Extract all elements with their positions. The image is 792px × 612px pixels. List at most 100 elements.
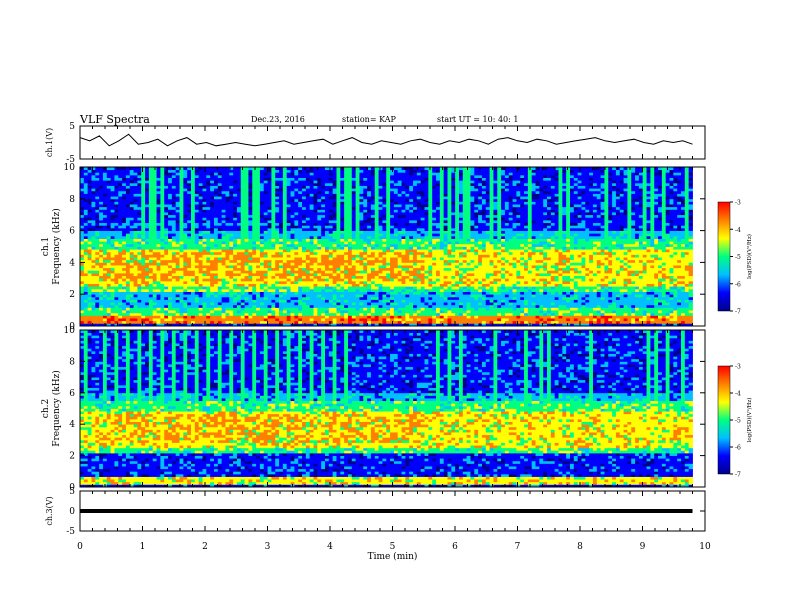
spectrogram-cell (203, 305, 207, 308)
spectrogram-cell (225, 239, 229, 242)
spectrogram-cell (268, 241, 272, 244)
spectrogram-cell (149, 188, 153, 191)
spectrogram-cell (145, 310, 149, 313)
spectrogram-cell (302, 180, 306, 183)
spectrogram-cell (256, 241, 260, 244)
spectrogram-cell (264, 212, 268, 215)
spectrogram-cell (325, 233, 329, 236)
spectrogram-cell (302, 281, 306, 284)
spectrogram-cell (359, 284, 363, 287)
spectrogram-cell (222, 244, 226, 247)
spectrogram-cell (390, 194, 394, 197)
spectrogram-cell (111, 273, 115, 276)
spectrogram-cell (160, 215, 164, 218)
spectrogram-cell (287, 305, 291, 308)
spectrogram-cell (160, 300, 164, 303)
spectrogram-cell (183, 201, 187, 204)
spectrogram-cell (375, 315, 379, 318)
spectrogram-cell (291, 257, 295, 260)
spectrogram-cell (99, 209, 103, 212)
spectrogram-cell (210, 318, 214, 321)
spectrogram-cell (149, 170, 153, 173)
spectrogram-cell (329, 194, 333, 197)
spectrogram-cell (260, 305, 264, 308)
spectrogram-cell (80, 310, 84, 313)
spectrogram-cell (180, 302, 184, 305)
spectrogram-cell (302, 196, 306, 199)
spectrogram-cell (291, 286, 295, 289)
spectrogram-cell (126, 270, 130, 273)
spectrogram-cell (294, 183, 298, 186)
spectrogram-cell (248, 199, 252, 202)
spectrogram-cell (126, 178, 130, 181)
spectrogram-cell (245, 183, 249, 186)
spectrogram-cell (99, 183, 103, 186)
spectrogram-cell (176, 204, 180, 207)
spectrogram-cell (99, 262, 103, 265)
spectrogram-cell (111, 199, 115, 202)
spectrogram-cell (210, 215, 214, 218)
spectrogram-cell (352, 207, 356, 210)
spectrogram-cell (340, 217, 344, 220)
spectrogram-cell (310, 217, 314, 220)
spectrogram-cell (344, 257, 348, 260)
spectrogram-cell (88, 191, 92, 194)
spectrogram-cell (84, 257, 88, 260)
spectrogram-cell (390, 297, 394, 300)
spectrogram-cell (206, 186, 210, 189)
spectrogram-cell (275, 292, 279, 295)
spectrogram-cell (114, 281, 118, 284)
spectrogram-cell (359, 297, 363, 300)
spectrogram-cell (245, 170, 249, 173)
spectrogram-cell (164, 247, 168, 250)
spectrogram-cell (363, 196, 367, 199)
spectrogram-cell (394, 183, 398, 186)
spectrogram-cell (91, 220, 95, 223)
spectrogram-cell (302, 310, 306, 313)
spectrogram-cell (134, 273, 138, 276)
spectrogram-cell (225, 223, 229, 226)
spectrogram-cell (222, 172, 226, 175)
spectrogram-cell (294, 191, 298, 194)
spectrogram-cell (95, 207, 99, 210)
spectrogram-cell (176, 244, 180, 247)
spectrogram-cell (363, 194, 367, 197)
spectrogram-cell (180, 276, 184, 279)
spectrogram-cell (114, 273, 118, 276)
spectrogram-cell (183, 321, 187, 324)
spectrogram-cell (180, 262, 184, 265)
spectrogram-cell (191, 186, 195, 189)
spectrogram-cell (394, 302, 398, 305)
spectrogram-cell (130, 199, 134, 202)
spectrogram-cell (340, 292, 344, 295)
spectrogram-cell (168, 233, 172, 236)
spectrogram-cell (252, 257, 256, 260)
spectrogram-cell (191, 204, 195, 207)
spectrogram-cell (291, 300, 295, 303)
spectrogram-cell (386, 292, 390, 295)
spectrogram-cell (99, 273, 103, 276)
spectrogram-cell (149, 201, 153, 204)
spectrogram-cell (371, 305, 375, 308)
spectrogram-cell (375, 313, 379, 316)
spectrogram-cell (222, 310, 226, 313)
spectrogram-cell (225, 281, 229, 284)
spectrogram-cell (382, 194, 386, 197)
spectrogram-cell (271, 276, 275, 279)
spectrogram-cell (363, 305, 367, 308)
spectrogram-cell (91, 318, 95, 321)
spectrogram-cell (344, 273, 348, 276)
spectrogram-cell (141, 302, 145, 305)
spectrogram-cell (340, 260, 344, 263)
spectrogram-cell (187, 239, 191, 242)
spectrogram-cell (99, 175, 103, 178)
spectrogram-cell (279, 194, 283, 197)
spectrogram-cell (390, 294, 394, 297)
spectrogram-cell (145, 196, 149, 199)
spectrogram-cell (229, 183, 233, 186)
spectrogram-cell (206, 225, 210, 228)
spectrogram-cell (233, 294, 237, 297)
spectrogram-cell (367, 199, 371, 202)
spectrogram-cell (141, 276, 145, 279)
spectrogram-cell (268, 180, 272, 183)
